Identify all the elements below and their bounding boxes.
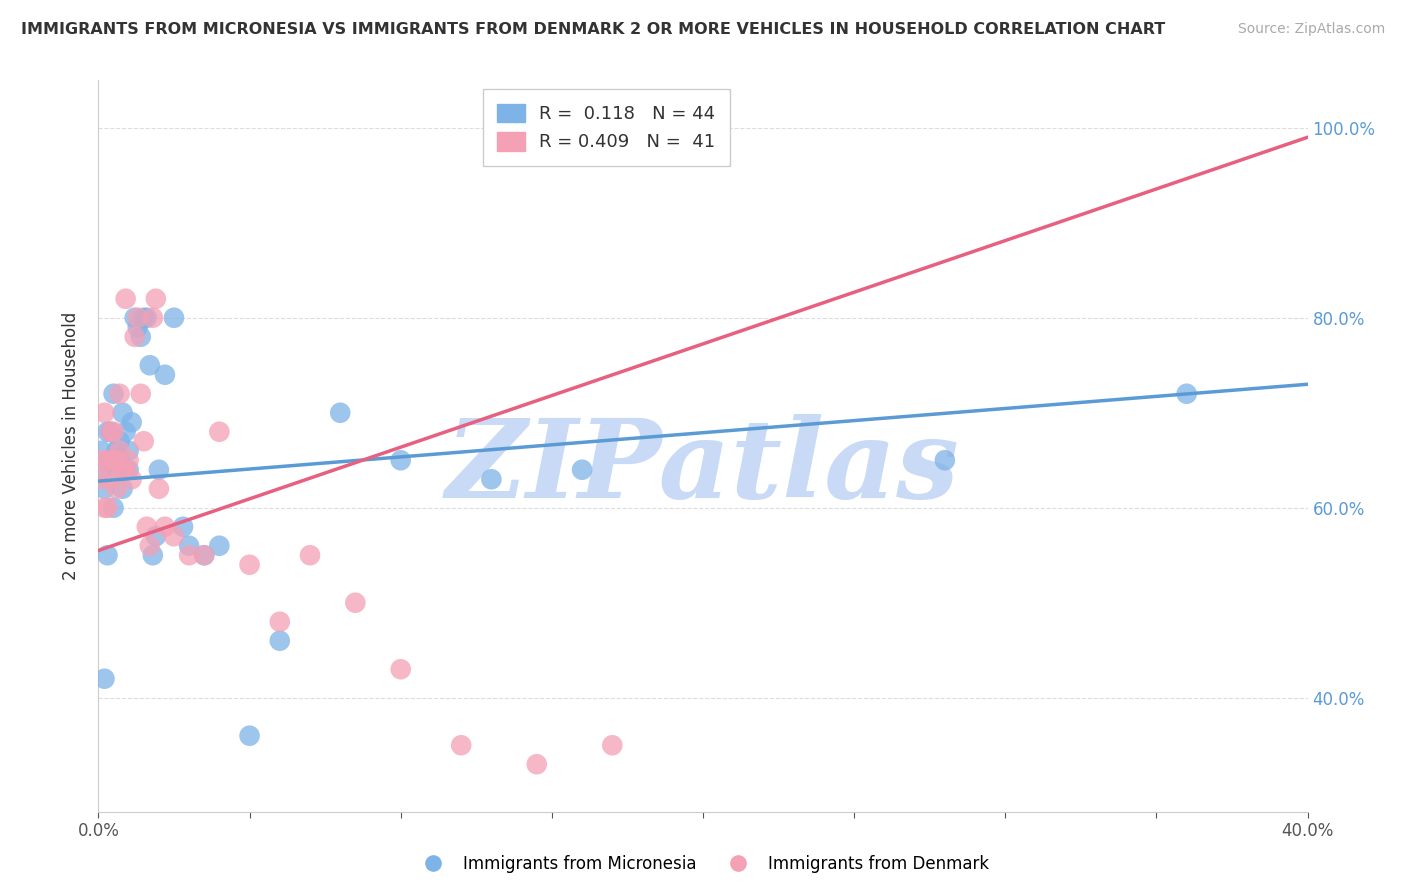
- Point: [1175, 386, 1198, 401]
- Point: [93, 672, 115, 686]
- Point: [269, 615, 291, 629]
- Point: [179, 539, 201, 553]
- Point: [139, 358, 162, 372]
- Point: [344, 596, 367, 610]
- Point: [193, 548, 215, 562]
- Point: [90, 453, 112, 467]
- Point: [450, 738, 472, 752]
- Point: [124, 310, 146, 325]
- Point: [172, 520, 194, 534]
- Point: [90, 472, 112, 486]
- Point: [163, 529, 186, 543]
- Point: [208, 539, 231, 553]
- Point: [103, 500, 125, 515]
- Point: [103, 453, 125, 467]
- Point: [93, 500, 115, 515]
- Point: [111, 463, 134, 477]
- Point: [96, 548, 118, 562]
- Point: [124, 330, 146, 344]
- Point: [114, 292, 136, 306]
- Point: [934, 453, 956, 467]
- Point: [299, 548, 322, 562]
- Point: [135, 520, 157, 534]
- Point: [526, 757, 548, 772]
- Point: [571, 463, 593, 477]
- Text: ZIPatlas: ZIPatlas: [446, 414, 960, 522]
- Point: [103, 425, 125, 439]
- Point: [103, 386, 125, 401]
- Legend: R =  0.118   N = 44, R = 0.409   N =  41: R = 0.118 N = 44, R = 0.409 N = 41: [484, 89, 730, 166]
- Point: [100, 425, 122, 439]
- Point: [100, 453, 122, 467]
- Point: [108, 453, 131, 467]
- Legend: Immigrants from Micronesia, Immigrants from Denmark: Immigrants from Micronesia, Immigrants f…: [411, 848, 995, 880]
- Point: [163, 310, 186, 325]
- Point: [105, 443, 128, 458]
- Point: [145, 292, 167, 306]
- Point: [129, 330, 152, 344]
- Point: [118, 443, 141, 458]
- Point: [114, 463, 136, 477]
- Y-axis label: 2 or more Vehicles in Household: 2 or more Vehicles in Household: [62, 312, 80, 580]
- Point: [118, 463, 141, 477]
- Point: [121, 415, 143, 429]
- Point: [127, 310, 149, 325]
- Point: [105, 453, 128, 467]
- Point: [118, 453, 141, 467]
- Point: [142, 310, 165, 325]
- Point: [269, 633, 291, 648]
- Point: [135, 310, 157, 325]
- Point: [114, 425, 136, 439]
- Point: [148, 463, 170, 477]
- Point: [100, 472, 122, 486]
- Point: [208, 425, 231, 439]
- Point: [108, 443, 131, 458]
- Point: [121, 472, 143, 486]
- Point: [90, 443, 112, 458]
- Point: [90, 463, 112, 477]
- Point: [114, 463, 136, 477]
- Point: [100, 425, 122, 439]
- Point: [148, 482, 170, 496]
- Point: [108, 434, 131, 449]
- Point: [96, 425, 118, 439]
- Point: [602, 738, 624, 752]
- Point: [329, 406, 352, 420]
- Point: [139, 539, 162, 553]
- Point: [105, 463, 128, 477]
- Point: [108, 386, 131, 401]
- Point: [93, 406, 115, 420]
- Point: [481, 472, 503, 486]
- Point: [389, 662, 412, 676]
- Point: [153, 368, 176, 382]
- Text: Source: ZipAtlas.com: Source: ZipAtlas.com: [1237, 22, 1385, 37]
- Point: [96, 453, 118, 467]
- Point: [239, 558, 262, 572]
- Point: [129, 386, 152, 401]
- Point: [193, 548, 215, 562]
- Point: [132, 434, 155, 449]
- Point: [239, 729, 262, 743]
- Point: [93, 482, 115, 496]
- Text: IMMIGRANTS FROM MICRONESIA VS IMMIGRANTS FROM DENMARK 2 OR MORE VEHICLES IN HOUS: IMMIGRANTS FROM MICRONESIA VS IMMIGRANTS…: [21, 22, 1166, 37]
- Point: [132, 310, 155, 325]
- Point: [111, 406, 134, 420]
- Point: [179, 548, 201, 562]
- Point: [142, 548, 165, 562]
- Point: [111, 482, 134, 496]
- Point: [96, 500, 118, 515]
- Point: [389, 453, 412, 467]
- Point: [145, 529, 167, 543]
- Point: [153, 520, 176, 534]
- Point: [127, 320, 149, 334]
- Point: [105, 482, 128, 496]
